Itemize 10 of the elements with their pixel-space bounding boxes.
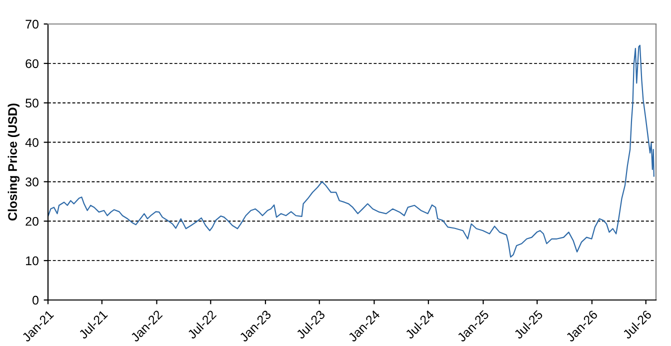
y-axis-title: Closing Price (USD)	[8, 104, 20, 221]
y-tick-label: 20	[26, 216, 38, 226]
y-tick-label: 0	[32, 296, 38, 305]
y-tick-label: 30	[26, 178, 38, 186]
y-tick-label: 40	[25, 138, 38, 147]
line-series	[48, 44, 654, 258]
y-tick-label: 10	[26, 256, 38, 266]
y-tick-label: 60	[26, 59, 38, 68]
y-tick-label: 70	[26, 20, 38, 29]
y-tick-label: 50	[26, 98, 38, 108]
